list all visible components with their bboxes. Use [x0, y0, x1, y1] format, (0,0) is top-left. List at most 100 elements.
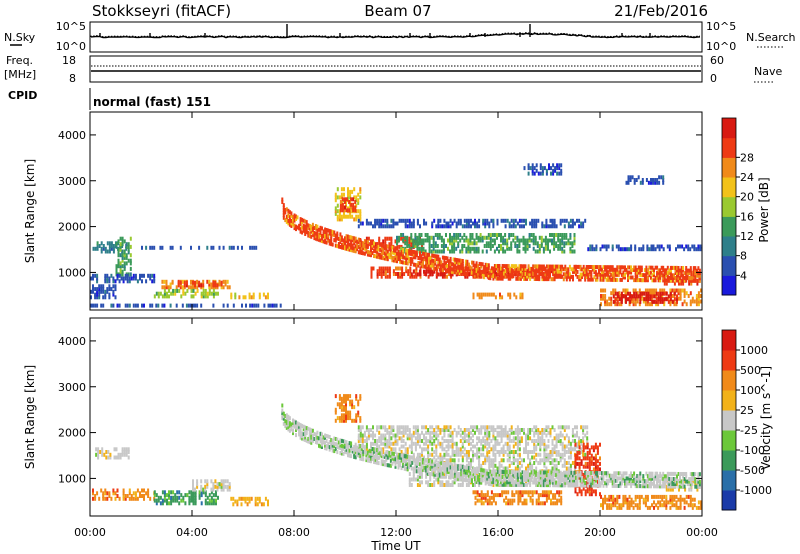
heatmap-cell	[603, 244, 606, 249]
heatmap-cell	[206, 291, 209, 296]
heatmap-cell	[476, 498, 479, 503]
heatmap-cell	[649, 505, 651, 510]
heatmap-cell	[410, 272, 413, 277]
heatmap-cell	[419, 444, 421, 449]
heatmap-cell	[418, 474, 421, 479]
heatmap-cell	[214, 280, 217, 285]
heatmap-cell	[655, 297, 658, 302]
heatmap-cell	[545, 493, 548, 498]
heatmap-cell	[694, 273, 697, 278]
heatmap-cell	[531, 455, 534, 460]
heatmap-cell	[585, 265, 588, 269]
heatmap-cell	[299, 222, 302, 227]
heatmap-cell	[655, 494, 658, 499]
heatmap-cell	[117, 455, 120, 460]
heatmap-cell	[524, 266, 527, 271]
heatmap-cell	[547, 277, 550, 282]
heatmap-cell	[399, 252, 402, 257]
heatmap-cell	[368, 250, 371, 255]
heatmap-cell	[509, 498, 512, 503]
heatmap-cell	[423, 254, 426, 259]
heatmap-cell	[547, 224, 550, 229]
heatmap-cell	[349, 189, 352, 194]
heatmap-cell	[580, 224, 583, 229]
heatmap-cell	[386, 274, 389, 279]
heatmap-cell	[455, 233, 458, 237]
heatmap-cell	[260, 502, 263, 507]
heatmap-cell	[518, 441, 521, 446]
heatmap-cell	[418, 472, 421, 476]
heatmap-cell	[483, 267, 486, 272]
heatmap-cell	[549, 461, 552, 465]
heatmap-cell	[378, 430, 381, 435]
heatmap-cell	[351, 238, 354, 243]
heatmap-cell	[370, 441, 372, 446]
heatmap-cell	[519, 292, 522, 297]
heatmap-cell	[639, 291, 642, 296]
heatmap-cell	[639, 180, 642, 185]
heatmap-cell	[453, 241, 456, 246]
heatmap-cell	[494, 501, 497, 506]
heatmap-cell	[582, 270, 585, 274]
heatmap-cell	[415, 263, 418, 268]
heatmap-cell	[153, 493, 156, 498]
heatmap-cell	[584, 277, 587, 282]
heatmap-cell	[418, 241, 421, 246]
heatmap-cell	[412, 474, 415, 479]
heatmap-cell	[459, 221, 462, 226]
heatmap-cell	[488, 463, 491, 468]
heatmap-cell	[561, 425, 564, 430]
heatmap-cell	[611, 247, 614, 252]
heatmap-cell	[626, 500, 629, 505]
heatmap-cell	[130, 276, 133, 281]
heatmap-cell	[459, 249, 462, 254]
heatmap-cell	[669, 270, 672, 275]
heatmap-cell	[472, 260, 475, 265]
heatmap-cell	[423, 264, 426, 269]
heatmap-cell	[698, 278, 701, 283]
heatmap-cell	[488, 433, 491, 438]
heatmap-cell	[376, 428, 379, 432]
heatmap-cell	[180, 498, 183, 503]
heatmap-cell	[437, 441, 440, 446]
heatmap-cell	[170, 498, 173, 503]
heatmap-cell	[512, 238, 515, 243]
heatmap-cell	[524, 238, 527, 243]
heatmap-cell	[675, 500, 678, 505]
heatmap-cell	[488, 292, 491, 297]
heatmap-cell	[620, 299, 623, 304]
heatmap-cell	[347, 242, 349, 247]
heatmap-cell	[508, 452, 511, 457]
heatmap-cell	[357, 436, 360, 441]
heatmap-cell	[292, 222, 294, 227]
heatmap-cell	[212, 245, 215, 250]
heatmap-cell	[695, 268, 698, 273]
heatmap-cell	[561, 433, 564, 438]
heatmap-cell	[382, 251, 385, 256]
heatmap-cell	[515, 264, 518, 269]
heatmap-cell	[418, 238, 421, 243]
heatmap-cell	[571, 241, 574, 246]
heatmap-cell	[376, 425, 379, 430]
heatmap-cell	[550, 490, 552, 495]
heatmap-cell	[417, 256, 420, 260]
heatmap-cell	[345, 399, 347, 404]
heatmap-cell	[449, 269, 452, 274]
heatmap-cell	[470, 218, 472, 223]
heatmap-cell	[536, 269, 539, 274]
heatmap-cell	[121, 450, 124, 454]
heatmap-cell	[478, 274, 481, 279]
heatmap-cell	[390, 218, 393, 223]
heatmap-cell	[396, 241, 398, 246]
heatmap-cell	[596, 275, 599, 280]
heatmap-cell	[352, 202, 355, 207]
heatmap-cell	[626, 505, 629, 510]
heatmap-cell	[163, 493, 166, 498]
heatmap-cell	[535, 264, 538, 269]
heatmap-cell	[545, 498, 548, 503]
heatmap-cell	[114, 284, 117, 289]
heatmap-cell	[310, 234, 313, 239]
heatmap-cell	[194, 490, 197, 495]
heatmap-cell	[92, 496, 94, 501]
heatmap-cell	[686, 276, 689, 281]
